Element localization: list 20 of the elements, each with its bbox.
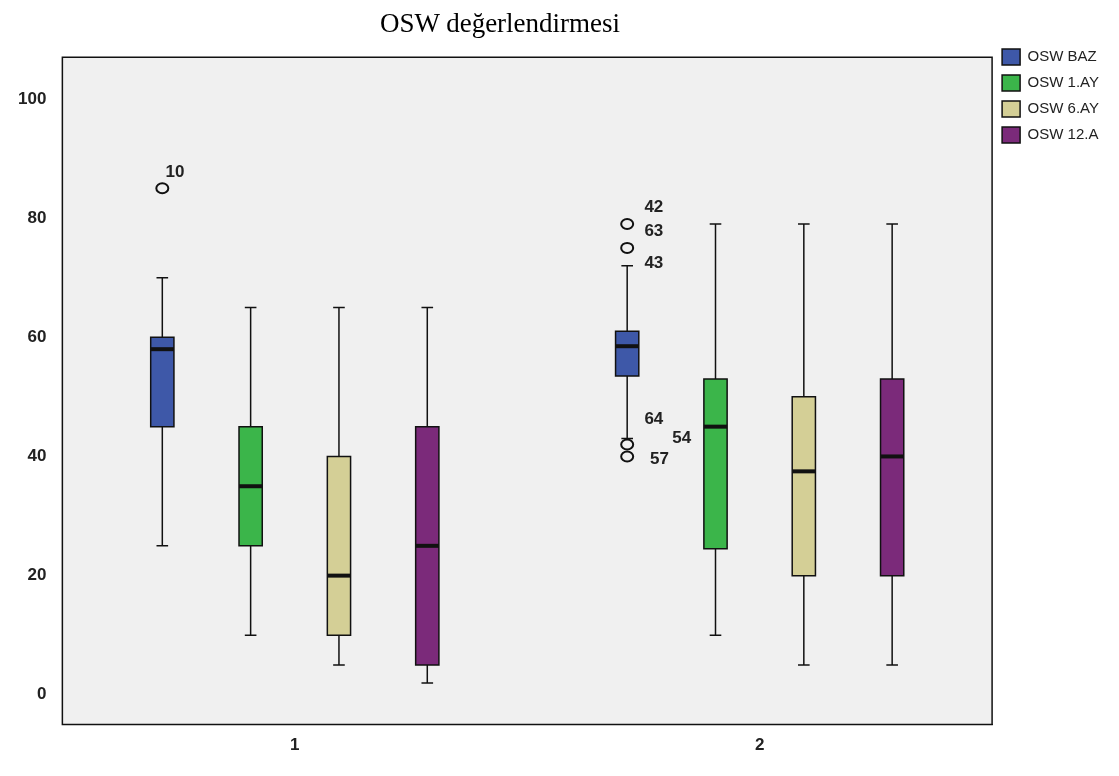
annotation: 57	[649, 448, 669, 468]
x-tick-label: 2	[754, 735, 765, 755]
y-tick-label: 80	[27, 207, 47, 227]
annotation: 54	[672, 427, 692, 447]
x-tick-label: 1	[290, 735, 300, 755]
annotation: 42	[644, 197, 664, 217]
annotation: 63	[644, 221, 664, 241]
annotation: 43	[644, 253, 664, 273]
y-tick-label: 20	[27, 565, 47, 585]
legend-label: OSW 1.AY	[1027, 73, 1099, 91]
annotation: 10	[165, 161, 185, 181]
annotation: 64	[644, 409, 664, 429]
y-tick-label: 60	[27, 326, 47, 346]
legend-label: OSW 6.AY	[1027, 99, 1099, 117]
y-tick-label: 0	[36, 684, 47, 704]
y-tick-label: 40	[27, 446, 47, 466]
legend-label: OSW BAZ	[1027, 47, 1097, 65]
legend-label: OSW 12.A	[1027, 125, 1099, 143]
chart-title: OSW değerlendirmesi	[378, 8, 622, 39]
y-tick-label: 100	[17, 88, 47, 108]
